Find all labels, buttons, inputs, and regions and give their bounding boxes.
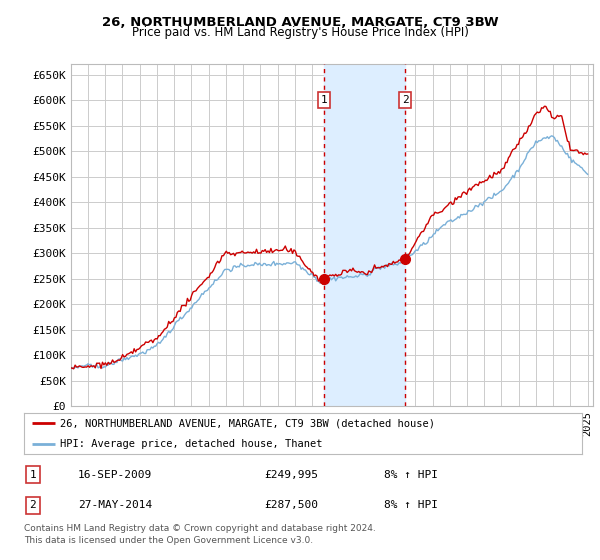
Text: 16-SEP-2009: 16-SEP-2009 (78, 470, 152, 479)
Text: Contains HM Land Registry data © Crown copyright and database right 2024.: Contains HM Land Registry data © Crown c… (24, 524, 376, 533)
Text: This data is licensed under the Open Government Licence v3.0.: This data is licensed under the Open Gov… (24, 536, 313, 545)
Text: 26, NORTHUMBERLAND AVENUE, MARGATE, CT9 3BW (detached house): 26, NORTHUMBERLAND AVENUE, MARGATE, CT9 … (60, 418, 435, 428)
Text: HPI: Average price, detached house, Thanet: HPI: Average price, detached house, Than… (60, 438, 323, 449)
Text: 1: 1 (321, 95, 328, 105)
Text: 1: 1 (29, 470, 37, 479)
Text: 8% ↑ HPI: 8% ↑ HPI (384, 470, 438, 479)
Text: 8% ↑ HPI: 8% ↑ HPI (384, 501, 438, 510)
Bar (324, 64, 405, 406)
Text: £249,995: £249,995 (264, 470, 318, 479)
Text: 2: 2 (29, 501, 37, 510)
Text: Price paid vs. HM Land Registry's House Price Index (HPI): Price paid vs. HM Land Registry's House … (131, 26, 469, 39)
Text: 2: 2 (401, 95, 409, 105)
Text: £287,500: £287,500 (264, 501, 318, 510)
Text: 26, NORTHUMBERLAND AVENUE, MARGATE, CT9 3BW: 26, NORTHUMBERLAND AVENUE, MARGATE, CT9 … (101, 16, 499, 29)
Text: 27-MAY-2014: 27-MAY-2014 (78, 501, 152, 510)
